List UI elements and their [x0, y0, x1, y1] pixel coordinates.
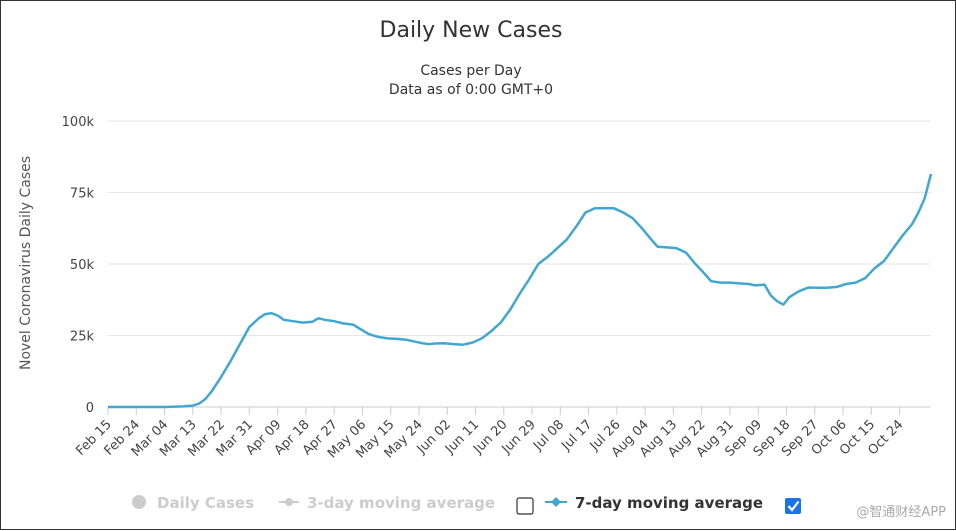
legend-item-daily-cases[interactable]: Daily Cases: [132, 494, 254, 512]
checkmark-icon: [787, 500, 800, 512]
legend-point-icon: [285, 498, 293, 506]
y-tick-label: 50k: [70, 258, 95, 273]
legend-item-3-day-average[interactable]: 3-day moving average: [279, 494, 495, 512]
legend-circle-marker-icon: [132, 495, 146, 509]
legend-checkbox-7-day[interactable]: [785, 498, 801, 514]
legend-label-3-day-average: 3-day moving average: [307, 494, 495, 512]
legend-label-daily-cases: Daily Cases: [157, 494, 254, 512]
legend: Daily Cases 3-day moving average 7-day m…: [132, 494, 801, 515]
series-layer: [108, 173, 933, 409]
legend-checkbox-3-day[interactable]: [516, 497, 534, 515]
gridlines: [108, 120, 931, 408]
y-tick-label: 75k: [70, 187, 95, 202]
x-tick-label: Jul 17: [558, 417, 595, 454]
y-tick-label: 100k: [62, 115, 95, 130]
legend-label-7-day-average: 7-day moving average: [575, 494, 763, 512]
y-tick-label: 25k: [70, 330, 95, 345]
chart-subtitle-line-1: Cases per Day: [420, 63, 521, 79]
y-axis-ticks: 0 25k 50k 75k 100k: [62, 115, 95, 416]
legend-item-7-day-average[interactable]: 7-day moving average: [545, 494, 763, 512]
chart-subtitle-line-2: Data as of 0:00 GMT+0: [389, 82, 553, 98]
series-line-7-day-average: [108, 173, 933, 409]
checkbox-box: [785, 498, 801, 514]
chart-title: Daily New Cases: [380, 18, 563, 43]
x-tick-label: Jul 08: [530, 417, 567, 454]
y-axis-label: Novel Coronavirus Daily Cases: [18, 156, 34, 370]
y-tick-label: 0: [86, 401, 94, 416]
legend-diamond-icon: [551, 497, 561, 507]
watermark: @智通财经APP: [856, 505, 946, 520]
